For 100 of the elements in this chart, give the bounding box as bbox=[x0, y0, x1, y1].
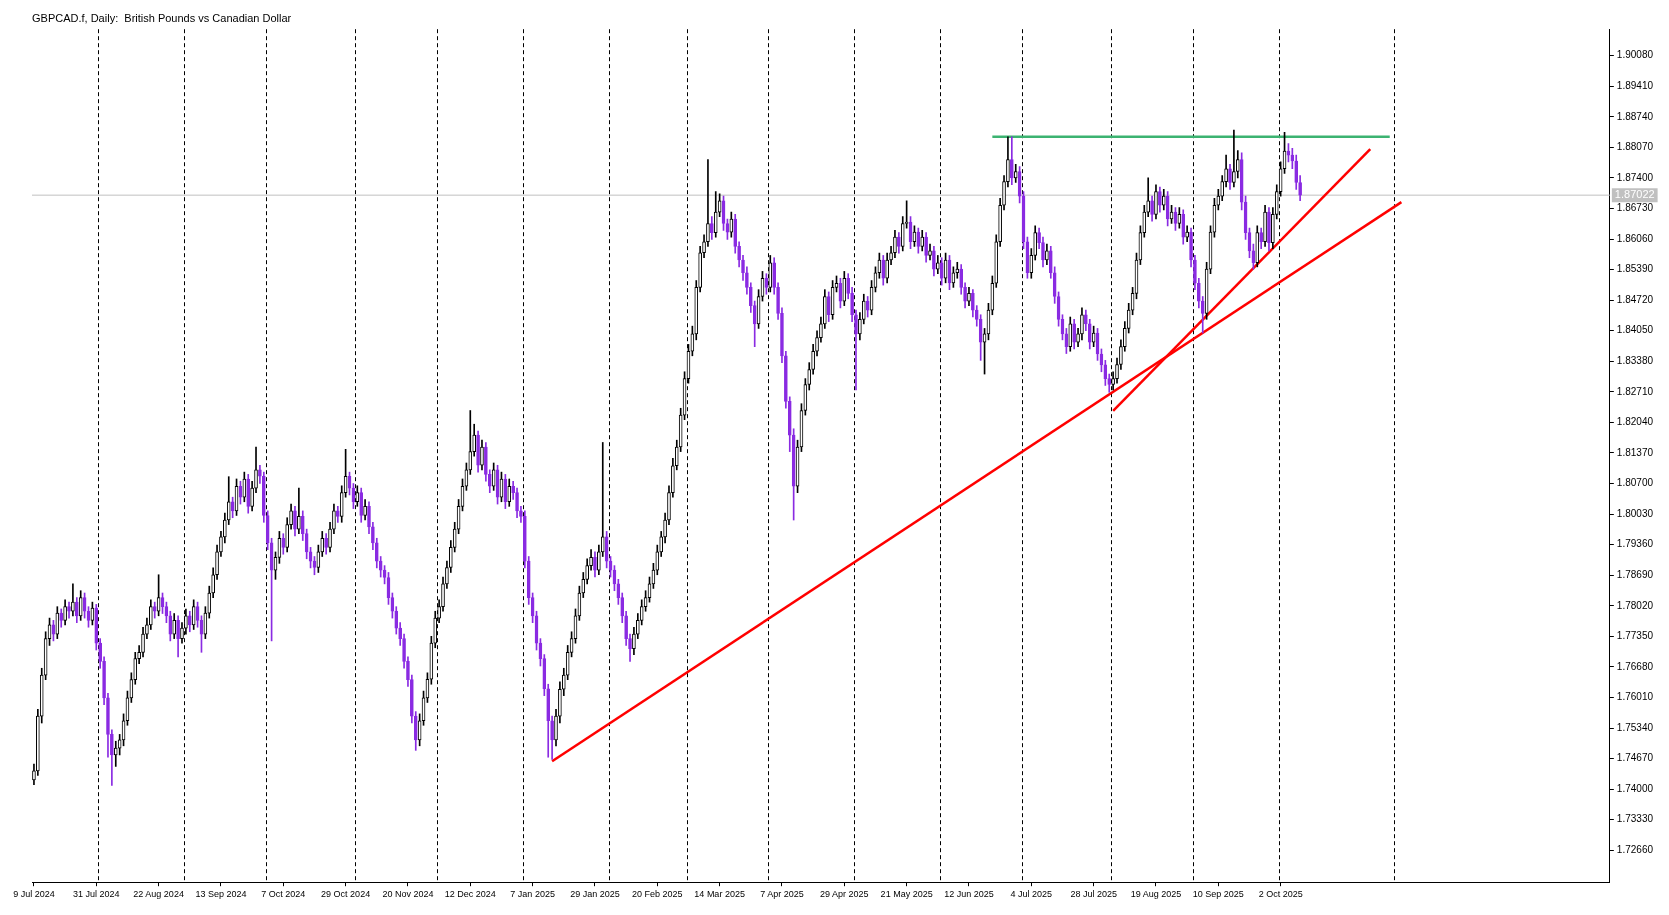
candlestick bbox=[889, 246, 893, 265]
candlestick bbox=[281, 533, 286, 555]
candlestick bbox=[168, 610, 173, 642]
candlestick bbox=[359, 487, 364, 523]
x-tick-label: 7 Apr 2025 bbox=[760, 889, 804, 900]
candlestick bbox=[402, 633, 406, 669]
x-tick-label: 21 May 2025 bbox=[880, 889, 933, 900]
candlestick bbox=[885, 252, 889, 284]
candlestick bbox=[920, 230, 925, 252]
ref-line-label: 1.87022 bbox=[1614, 188, 1655, 201]
candlestick bbox=[246, 474, 251, 514]
candlestick bbox=[932, 246, 936, 277]
candlestick bbox=[484, 442, 488, 482]
y-tick-label: 1.80700 bbox=[1616, 477, 1654, 489]
y-tick-label: 1.80030 bbox=[1616, 507, 1654, 519]
x-tick-label: 12 Dec 2024 bbox=[444, 889, 496, 900]
x-tick-label: 22 Aug 2024 bbox=[133, 889, 184, 900]
y-tick-label: 1.72660 bbox=[1616, 844, 1654, 856]
candlestick bbox=[854, 309, 858, 391]
candlestick bbox=[324, 533, 328, 555]
candlestick bbox=[328, 521, 332, 553]
candlestick bbox=[441, 576, 445, 612]
x-tick-label: 29 Jan 2025 bbox=[570, 889, 620, 900]
candlestick bbox=[842, 271, 847, 306]
x-tick-label: 7 Jan 2025 bbox=[510, 889, 555, 900]
y-tick-label: 1.73330 bbox=[1616, 813, 1654, 825]
candlestick bbox=[667, 485, 671, 525]
candlestick bbox=[63, 599, 67, 626]
candlestick bbox=[106, 693, 110, 758]
candlestick bbox=[1185, 225, 1189, 243]
candlestick bbox=[219, 531, 223, 557]
candlestick bbox=[1255, 225, 1260, 268]
candlestick bbox=[152, 601, 157, 619]
y-tick-label: 1.82040 bbox=[1616, 416, 1654, 428]
candlestick bbox=[242, 471, 247, 503]
x-tick-label: 31 Jul 2024 bbox=[73, 889, 120, 900]
y-tick-label: 1.78690 bbox=[1616, 568, 1654, 580]
x-tick-label: 29 Oct 2024 bbox=[321, 889, 371, 900]
candlestick bbox=[191, 599, 196, 630]
candlestick bbox=[67, 601, 71, 619]
candlestick bbox=[1002, 175, 1006, 211]
x-tick-label: 20 Feb 2025 bbox=[632, 889, 683, 900]
candlestick bbox=[713, 191, 718, 238]
candlestick bbox=[1181, 209, 1186, 245]
y-tick-label: 1.88070 bbox=[1616, 141, 1654, 153]
candlestick bbox=[172, 613, 177, 639]
candlestick bbox=[939, 257, 944, 286]
x-tick-label: 12 Jun 2025 bbox=[944, 889, 994, 900]
candlestick bbox=[507, 478, 512, 507]
candlestick bbox=[1013, 163, 1018, 183]
x-tick-label: 13 Sep 2024 bbox=[195, 889, 247, 900]
candlestick bbox=[1037, 227, 1041, 249]
candlestick bbox=[367, 501, 371, 535]
y-tick-label: 1.75340 bbox=[1616, 721, 1654, 733]
candlestick bbox=[928, 243, 932, 261]
x-tick-label: 7 Oct 2024 bbox=[261, 889, 306, 900]
candlestick bbox=[336, 506, 340, 523]
y-tick-label: 1.76010 bbox=[1616, 691, 1654, 703]
candlestick bbox=[74, 597, 79, 623]
candlestick bbox=[916, 227, 921, 254]
candlestick bbox=[406, 656, 410, 687]
y-tick-label: 1.89410 bbox=[1616, 79, 1654, 91]
candlestick bbox=[1267, 207, 1271, 252]
candlestick bbox=[1041, 236, 1045, 268]
x-tick-label: 20 Nov 2024 bbox=[382, 889, 434, 900]
candlestick bbox=[297, 487, 301, 535]
candlestick bbox=[815, 330, 819, 357]
candlestick bbox=[702, 234, 706, 259]
candlestick bbox=[293, 506, 297, 537]
candlestick bbox=[1158, 186, 1162, 213]
candlestick bbox=[1189, 227, 1193, 268]
candlestick bbox=[1259, 227, 1263, 249]
candlestick bbox=[515, 487, 519, 519]
candlestick bbox=[1232, 129, 1236, 188]
candlestick bbox=[113, 740, 118, 767]
candlestick bbox=[955, 261, 960, 279]
y-tick-label: 1.85390 bbox=[1616, 263, 1654, 275]
x-tick-label: 28 Jul 2025 bbox=[1070, 889, 1117, 900]
candlestick bbox=[1068, 316, 1073, 352]
x-tick-label: 19 Aug 2025 bbox=[1130, 889, 1182, 900]
candlestick bbox=[250, 480, 254, 512]
candlestick bbox=[893, 230, 897, 259]
candlestick bbox=[593, 551, 597, 578]
y-tick-label: 1.79360 bbox=[1616, 538, 1654, 550]
candlestick bbox=[900, 216, 905, 252]
candlestick bbox=[1080, 307, 1084, 341]
candlestick bbox=[71, 583, 75, 617]
y-tick-label: 1.82710 bbox=[1616, 385, 1654, 397]
y-tick-label: 1.74670 bbox=[1616, 752, 1654, 764]
y-tick-label: 1.86060 bbox=[1616, 232, 1654, 244]
y-tick-label: 1.87400 bbox=[1616, 171, 1654, 183]
candlestick bbox=[363, 499, 367, 521]
candlestick bbox=[1045, 243, 1049, 265]
candlestick bbox=[741, 255, 745, 281]
candlestick bbox=[215, 544, 219, 580]
y-tick-label: 1.78020 bbox=[1616, 599, 1654, 611]
chart-title: GBPCAD.f, Daily: British Pounds vs Canadian Dollar bbox=[32, 11, 292, 24]
y-tick-label: 1.86730 bbox=[1616, 202, 1654, 214]
candlestick bbox=[897, 232, 901, 254]
candlestick bbox=[924, 232, 928, 263]
